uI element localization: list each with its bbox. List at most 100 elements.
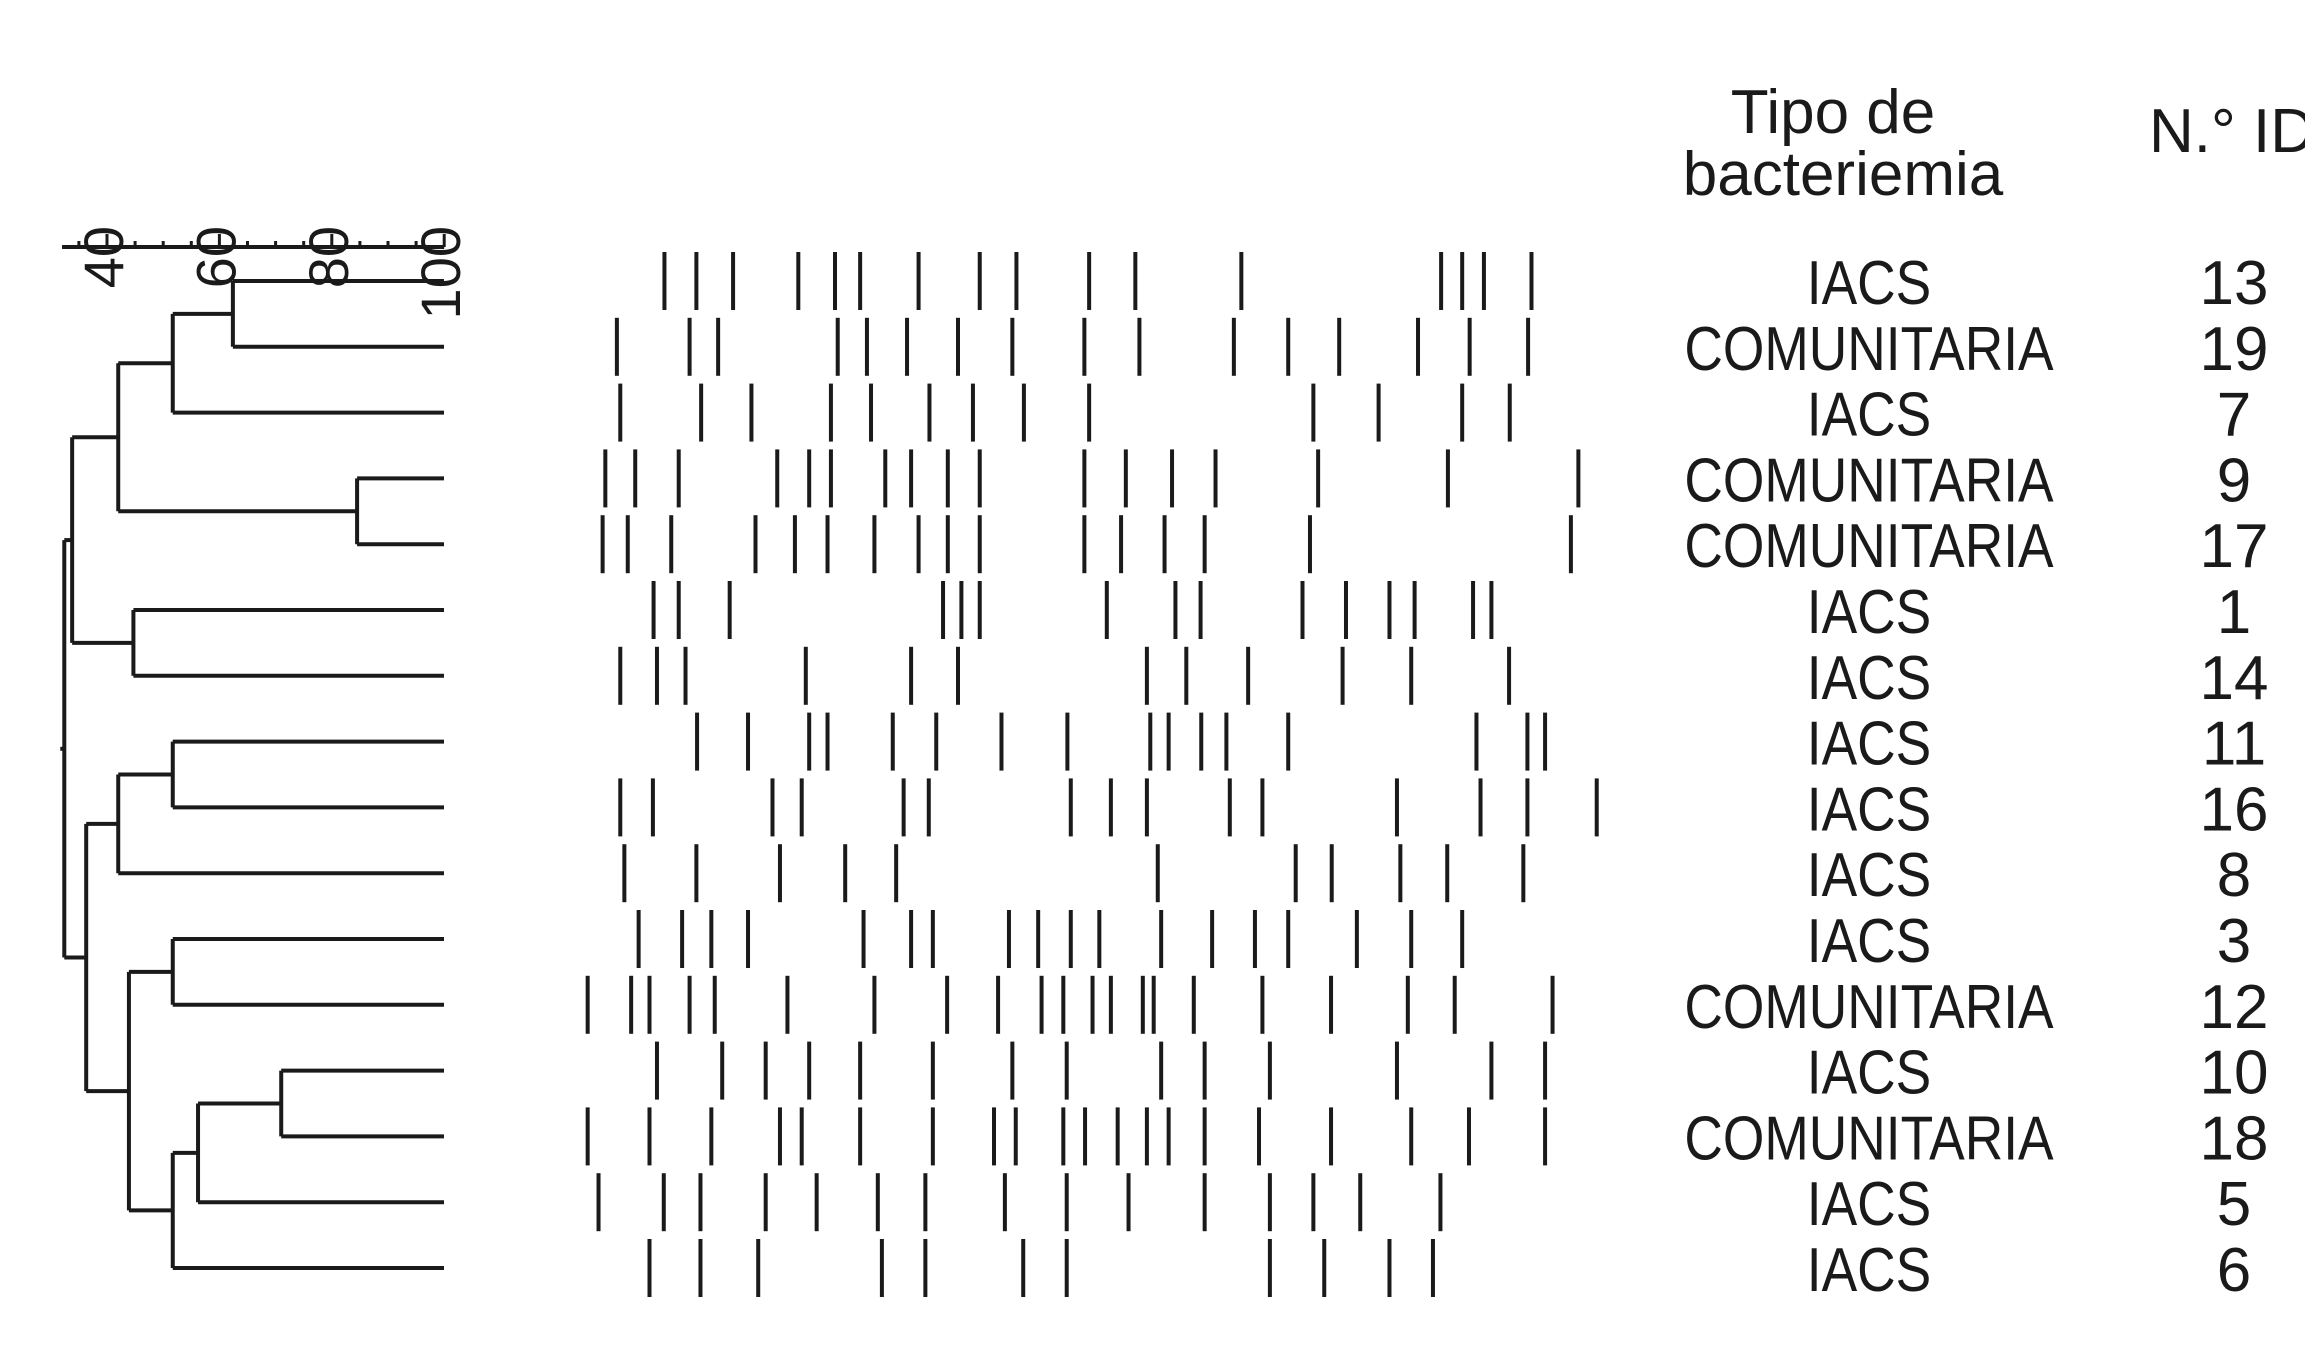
band [909,449,914,508]
band [763,1041,768,1100]
band [799,1107,804,1166]
band [698,1173,703,1232]
bacteremia-type-label: IACS [1807,1171,1931,1240]
band [1387,581,1392,639]
bacteremia-type-label: COMUNITARIA [1684,447,2054,516]
band [622,844,627,903]
band [970,383,975,442]
band [1594,778,1599,837]
band [1036,910,1041,968]
band [1144,778,1149,837]
band [1409,646,1414,705]
band [1148,712,1153,771]
band [654,1041,659,1100]
band [1412,581,1417,639]
band [1260,778,1265,837]
band [909,910,914,968]
isolate-id-label: 16 [2200,775,2269,844]
band [596,1173,601,1232]
band [1471,581,1476,639]
band [1445,844,1450,903]
band [1090,975,1095,1034]
scale-tick-label: 100 [409,226,472,319]
band [1021,1239,1026,1297]
band [1252,910,1257,968]
band [1409,910,1414,968]
band [1213,449,1218,508]
band [890,712,895,771]
band [977,449,982,508]
band [1087,383,1092,442]
band [1525,778,1530,837]
band [1061,1107,1066,1166]
band [835,317,840,376]
band [1467,317,1472,376]
band [698,1239,703,1297]
band [1525,712,1530,771]
band-lane [662,252,1534,310]
band [1460,383,1465,442]
band [1286,712,1291,771]
band [1481,252,1486,310]
band-patterns [585,252,1599,1297]
band [647,1107,652,1166]
band [687,975,692,1034]
band [1064,1173,1069,1232]
band [763,1173,768,1232]
band [1267,1041,1272,1100]
band [1316,449,1321,508]
isolate-id-label: 14 [2200,644,2269,713]
band [1300,581,1305,639]
band [977,581,982,639]
band [731,252,736,310]
band-lane [618,778,1599,837]
band [1337,317,1342,376]
isolate-id-label: 18 [2200,1104,2269,1173]
band [1199,712,1204,771]
band [1082,449,1087,508]
band [828,449,833,508]
header-type-line2: bacteriemia [1683,140,2004,209]
band [934,712,939,771]
band [1064,1041,1069,1100]
band [709,910,714,968]
band [926,778,931,837]
band [1126,1173,1131,1232]
band [1013,1107,1018,1166]
bacteremia-type-label: IACS [1807,1039,1931,1108]
band [695,712,700,771]
band [814,1173,819,1232]
band [1159,910,1164,968]
bacteremia-type-label: IACS [1807,842,1931,911]
band [992,1107,997,1166]
band [1083,1107,1088,1166]
scale-tick-label: 40 [72,226,135,288]
band [1343,581,1348,639]
band [825,515,830,574]
band [1202,1041,1207,1100]
band [676,449,681,508]
band [1162,515,1167,574]
band [1021,383,1026,442]
band [959,581,964,639]
band [1002,1173,1007,1232]
band [999,712,1004,771]
band [1202,1107,1207,1166]
band [1068,778,1073,837]
isolate-id-label: 8 [2217,841,2251,910]
band [1014,252,1019,310]
scale-tick-label: 80 [297,226,360,288]
band [1311,383,1316,442]
bacteremia-type-label: COMUNITARIA [1684,1105,2054,1174]
band [858,1041,863,1100]
band [916,252,921,310]
band [861,910,866,968]
band [1010,1041,1015,1100]
band-lane [618,383,1512,442]
band [662,252,667,310]
band [585,975,590,1034]
band [1082,317,1087,376]
band-lane [622,844,1526,903]
band [916,515,921,574]
band [1006,910,1011,968]
